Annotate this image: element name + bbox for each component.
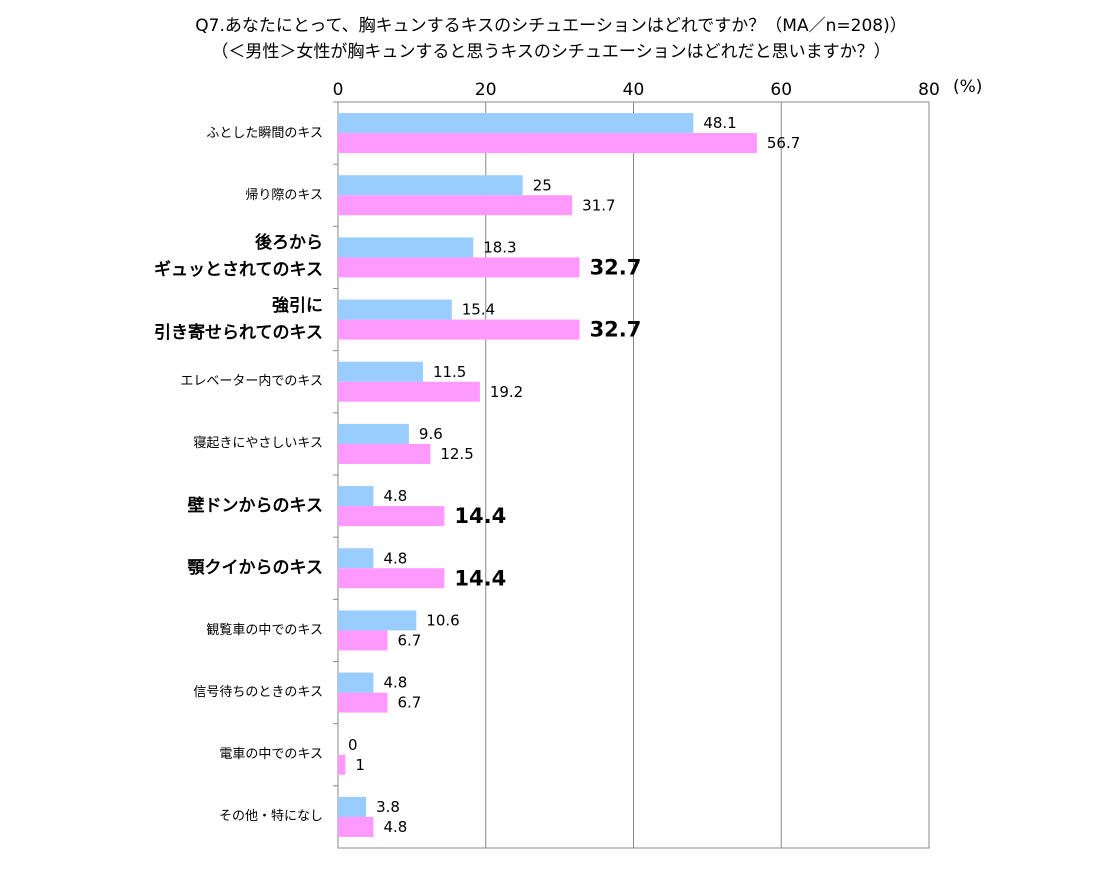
- x-axis-unit: (%): [953, 77, 983, 97]
- data-label: 1: [355, 756, 365, 774]
- data-label: 4.8: [383, 487, 407, 505]
- data-label: 4.8: [383, 549, 407, 567]
- data-label: 19.2: [490, 383, 523, 401]
- category-label: 寝起きにやさしいキス: [193, 436, 323, 452]
- bar: [338, 175, 523, 196]
- bar: [338, 568, 445, 589]
- bar: [338, 381, 480, 402]
- data-label: 6.7: [397, 694, 421, 712]
- data-label: 4.8: [383, 674, 407, 692]
- category-label: 電車の中でのキス: [219, 747, 323, 763]
- chart-title: Q7.あなたにとって、胸キュンするキスのシチュエーションはどれですか？（MA／n…: [195, 16, 907, 36]
- x-tick-label: 60: [770, 80, 792, 100]
- category-label: 観覧車の中でのキス: [206, 622, 323, 638]
- bar: [338, 319, 580, 340]
- bar: [338, 506, 445, 527]
- bar: [338, 630, 388, 651]
- bar: [338, 195, 573, 216]
- data-label: 3.8: [376, 798, 400, 816]
- category-label: 信号待ちのときのキス: [193, 685, 323, 701]
- category-label: 強引に 引き寄せられてのキス: [154, 295, 323, 343]
- data-label: 10.6: [426, 611, 459, 629]
- data-label: 15.4: [462, 301, 495, 319]
- bar: [338, 672, 374, 693]
- category-label: 壁ドンからのキス: [187, 495, 324, 516]
- x-tick-label: 0: [333, 80, 344, 100]
- data-label: 31.7: [582, 196, 615, 214]
- x-tick-label: 40: [623, 80, 645, 100]
- x-tick-label: 80: [918, 80, 940, 100]
- category-label: 帰り際のキス: [245, 187, 323, 203]
- data-label: 48.1: [703, 114, 736, 132]
- chart-subtitle: （＜男性＞女性が胸キュンすると思うキスのシチュエーションはどれだと思いますか？）: [211, 42, 891, 62]
- bar: [338, 299, 452, 320]
- data-label: 11.5: [433, 363, 466, 381]
- data-label: 32.7: [590, 318, 642, 342]
- data-label: 32.7: [590, 255, 642, 279]
- bar: [338, 486, 374, 507]
- bar: [338, 692, 388, 713]
- bar: [338, 796, 367, 817]
- bar: [338, 133, 757, 154]
- category-label: 後ろから ギュッとされてのキス: [154, 233, 323, 281]
- x-tick-label: 20: [475, 80, 497, 100]
- data-label: 9.6: [419, 425, 443, 443]
- bar: [338, 816, 374, 837]
- bar: [338, 423, 409, 444]
- data-label: 14.4: [454, 566, 506, 590]
- data-label: 6.7: [397, 631, 421, 649]
- category-label: エレベーター内でのキス: [180, 374, 323, 390]
- category-label: その他・特になし: [218, 809, 323, 825]
- data-label: 14.4: [454, 504, 506, 528]
- bar: [338, 237, 474, 258]
- bar: [338, 548, 374, 569]
- bar: [338, 610, 417, 631]
- bar: [338, 361, 423, 382]
- category-label: ふとした瞬間のキス: [206, 125, 323, 141]
- bar: [338, 257, 580, 278]
- category-label: 顎クイからのキス: [187, 557, 324, 578]
- data-label: 12.5: [440, 445, 473, 463]
- bar: [338, 754, 346, 775]
- data-label: 18.3: [483, 238, 516, 256]
- bar: [338, 443, 431, 464]
- data-label: 4.8: [383, 818, 407, 836]
- data-label: 0: [348, 736, 358, 754]
- data-label: 25: [533, 176, 552, 194]
- bar: [338, 113, 694, 134]
- data-label: 56.7: [767, 134, 800, 152]
